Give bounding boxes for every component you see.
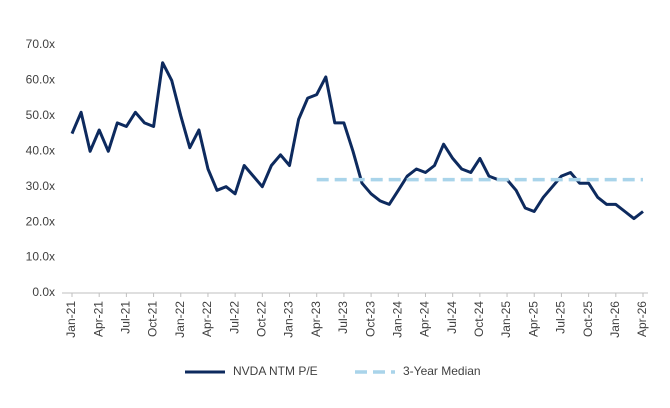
- x-tick-label: Jan-21: [64, 301, 78, 338]
- x-tick-label: Oct-21: [146, 301, 160, 337]
- x-tick-label: Apr-26: [635, 301, 649, 337]
- x-tick-label: Oct-22: [255, 301, 269, 337]
- y-tick-label: 30.0x: [26, 179, 55, 193]
- x-tick-label: Jan-22: [173, 301, 187, 338]
- x-tick-label: Jan-26: [608, 301, 622, 338]
- x-tick-label: Jan-24: [390, 301, 404, 338]
- x-tick-label: Apr-22: [200, 301, 214, 337]
- x-tick-label: Jul-24: [445, 301, 459, 334]
- x-tick-label: Jul-22: [227, 301, 241, 334]
- y-tick-label: 0.0x: [32, 285, 55, 299]
- x-tick-label: Apr-24: [418, 301, 432, 337]
- y-tick-label: 60.0x: [26, 73, 55, 87]
- y-tick-label: 20.0x: [26, 214, 55, 228]
- x-tick-label: Oct-24: [472, 301, 486, 337]
- x-tick-label: Jan-23: [282, 301, 296, 338]
- legend-label: NVDA NTM P/E: [233, 364, 318, 378]
- x-tick-label: Jul-23: [336, 301, 350, 334]
- y-tick-label: 50.0x: [26, 108, 55, 122]
- y-tick-label: 70.0x: [26, 37, 55, 51]
- x-tick-label: Oct-23: [363, 301, 377, 337]
- y-tick-label: 10.0x: [26, 250, 55, 264]
- x-tick-label: Jul-21: [119, 301, 133, 334]
- x-tick-label: Oct-25: [581, 301, 595, 337]
- x-tick-label: Jul-25: [554, 301, 568, 334]
- y-tick-label: 40.0x: [26, 143, 55, 157]
- x-tick-label: Apr-25: [526, 301, 540, 337]
- x-tick-label: Jan-25: [499, 301, 513, 338]
- x-tick-label: Apr-21: [91, 301, 105, 337]
- legend-label: 3-Year Median: [403, 364, 481, 378]
- x-tick-label: Apr-23: [309, 301, 323, 337]
- series-line: [70, 61, 644, 221]
